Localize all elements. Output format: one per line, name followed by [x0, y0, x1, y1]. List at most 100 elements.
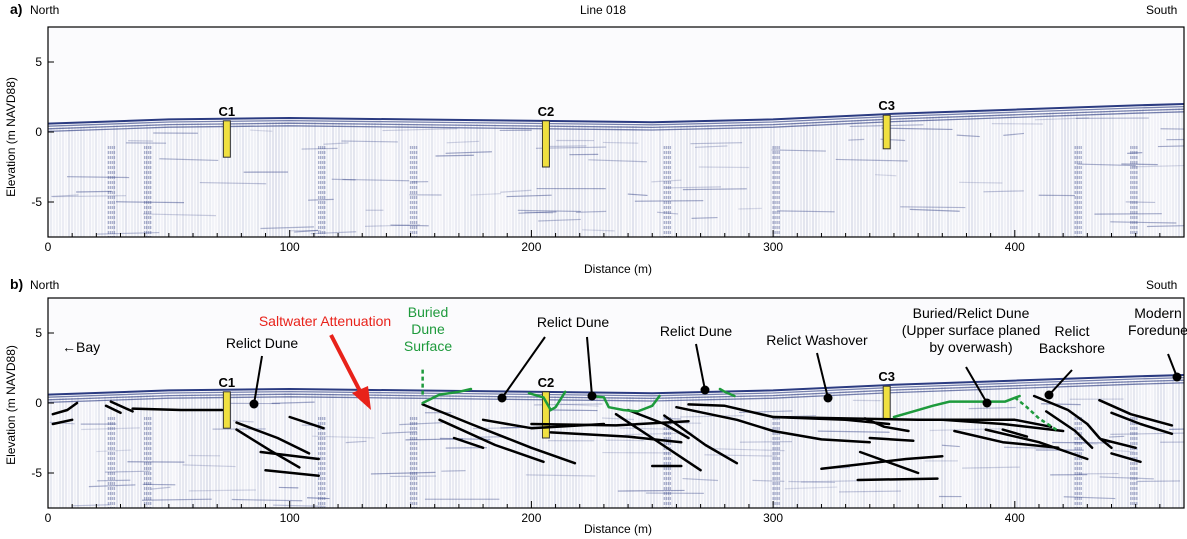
reflector-line	[863, 417, 910, 433]
relict-dune-label-2: Relict Dune	[537, 314, 610, 330]
buried-surface-line	[590, 394, 661, 413]
annotation-leader	[586, 336, 593, 397]
annotation-dot	[982, 398, 992, 408]
annotation-leader	[253, 355, 263, 405]
reflector-line	[288, 415, 325, 430]
relict-washover-label: Relict Washover	[766, 332, 868, 348]
reflector-line	[1110, 411, 1174, 436]
x-tick-label: 300	[763, 511, 783, 525]
saltwater-arrow-head	[352, 386, 371, 410]
modern-foredune-label: Modern Foredune	[1128, 305, 1187, 338]
reflector-line	[820, 454, 944, 471]
panel-a-south-label: South	[1146, 3, 1178, 17]
reflector-line	[941, 418, 1065, 433]
y-tick-label: 0	[35, 396, 42, 410]
ground-surface-line	[48, 376, 1184, 398]
annotation-dot	[497, 393, 507, 403]
annotation-leader	[816, 352, 829, 399]
y-tick-label: -5	[31, 195, 42, 209]
buried-surface-dashed-line	[1014, 396, 1059, 433]
x-tick-label: 0	[45, 240, 52, 254]
annotation-leader	[695, 343, 706, 391]
ground-surface-line	[48, 105, 1184, 127]
reflector-line	[452, 436, 485, 450]
x-tick-label: 200	[521, 511, 541, 525]
core-c2-marker	[541, 120, 550, 168]
reflector-line	[1001, 428, 1029, 438]
reflector-line	[104, 404, 122, 415]
annotation-leader	[501, 336, 546, 399]
annotation-leader	[965, 366, 988, 404]
annotation-dot	[587, 391, 597, 401]
reflector-line	[626, 408, 690, 440]
core-c2-marker	[541, 391, 550, 439]
reflector-line	[235, 428, 301, 469]
reflector-line	[438, 418, 545, 464]
core-c1-label: C1	[219, 104, 236, 119]
reflector-line	[109, 400, 134, 413]
reflector-line	[868, 436, 915, 443]
buried-relict-dune-label: Buried/Relict Dune (Upper surface planed b…	[902, 305, 1041, 355]
saltwater-attenuation-label: Saltwater Attenuation	[259, 313, 391, 329]
relict-dune-label-3: Relict Dune	[660, 323, 733, 339]
annotation-leader	[1048, 369, 1073, 396]
plot-background	[48, 27, 1184, 237]
radar-texture	[48, 374, 1184, 508]
core-c1-label: C1	[219, 375, 236, 390]
y-tick-label: 0	[35, 125, 42, 139]
relict-backshore-label: Relict Backshore	[1039, 323, 1105, 356]
x-tick-label: 400	[1005, 511, 1025, 525]
panel-b-label: b)	[10, 276, 24, 292]
reflector-line	[1100, 438, 1137, 450]
relict-dune-label-1: Relict Dune	[226, 335, 299, 351]
panel-a-north-label: North	[30, 3, 60, 17]
y-tick-label: 5	[35, 55, 42, 69]
bay-label: ←Bay	[62, 339, 100, 355]
radar-texture	[48, 103, 1184, 237]
reflector-line	[1098, 398, 1174, 427]
reflector-line	[856, 477, 939, 482]
ground-surface-line	[48, 111, 1184, 133]
panel-b-north-label: North	[30, 278, 60, 292]
reflector-line	[984, 428, 1089, 461]
core-c3-marker	[882, 385, 891, 421]
panel-a-xlabel: Distance (m)	[584, 262, 653, 276]
ground-surface-line	[48, 103, 1184, 125]
core-c2-label: C2	[538, 104, 555, 119]
panel-a-title: Line 018	[580, 3, 627, 17]
core-c1-marker	[222, 120, 231, 158]
x-tick-label: 400	[1005, 240, 1025, 254]
reflector-line	[264, 468, 320, 478]
x-tick-label: 100	[280, 240, 300, 254]
buried-dune-surface-label: Buried Dune Surface	[404, 304, 452, 354]
reflector-line	[421, 403, 577, 465]
reflector-line	[614, 412, 702, 472]
reflector-line	[51, 418, 74, 426]
x-tick-label: 300	[763, 240, 783, 254]
reflector-line	[663, 414, 739, 465]
buried-surface-line	[718, 387, 736, 398]
annotation-dot	[700, 385, 710, 395]
panel-b-south-label: South	[1146, 278, 1178, 292]
buried-surface-line	[892, 394, 1021, 419]
x-tick-label: 100	[280, 511, 300, 525]
annotation-dot	[823, 393, 833, 403]
core-c1-marker	[222, 391, 231, 429]
y-tick-label: -5	[31, 466, 42, 480]
core-c3-marker	[882, 114, 891, 150]
reflector-line	[259, 450, 320, 461]
core-c3-label: C3	[878, 98, 895, 113]
annotation-dot	[1044, 390, 1054, 400]
buried-surface-line	[421, 387, 473, 405]
reflector-line	[687, 403, 1053, 429]
reflector-line	[858, 450, 920, 475]
annotation-dot	[249, 399, 259, 409]
saltwater-arrow-shaft	[329, 334, 364, 396]
core-c3-label: C3	[878, 369, 895, 384]
reflector-line	[1032, 394, 1113, 450]
panel-a-plot: 5 0 -5 0 100 200 300 400 C1 C2 C3	[31, 26, 1185, 254]
ground-surface-line	[48, 379, 1184, 401]
ground-surface-line	[48, 108, 1184, 130]
reflector-line	[549, 431, 683, 444]
